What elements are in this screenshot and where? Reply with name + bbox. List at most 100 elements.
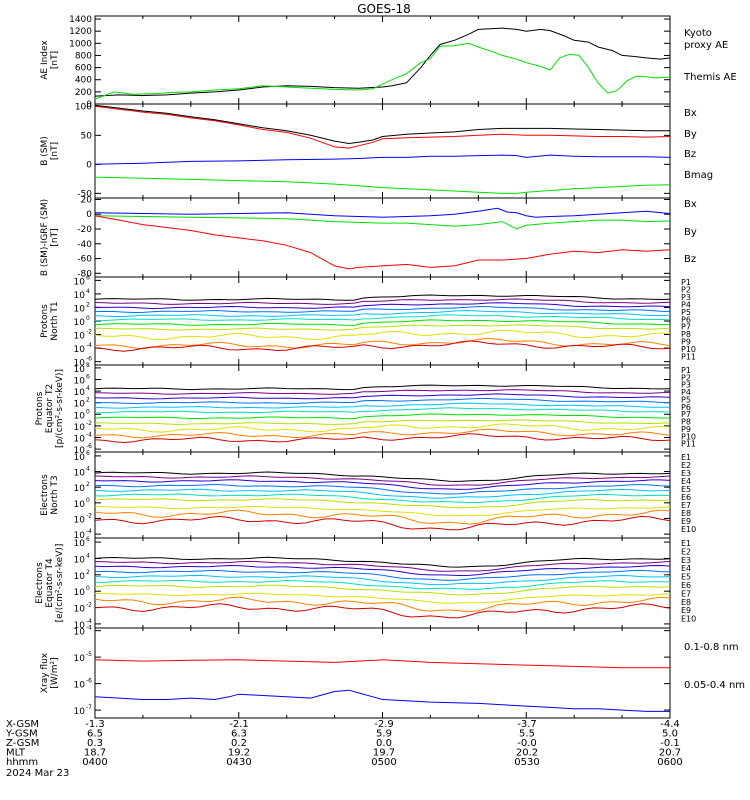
ephemeris-value: 6.5: [87, 729, 103, 740]
ephemeris-value: 19.2: [228, 748, 250, 759]
y-tick-label: -40: [77, 240, 92, 250]
series-e9: [94, 509, 671, 525]
y-tick-label: 0: [86, 210, 92, 220]
ephemeris-value: 0500: [371, 757, 396, 768]
ephemeris-value: 0530: [514, 757, 539, 768]
ephemeris-label: MLT: [6, 748, 26, 759]
legend-e3: E3: [681, 469, 691, 478]
series-e3: [94, 564, 671, 577]
series-p11: [94, 340, 671, 352]
y-tick-label: 10: [74, 707, 86, 717]
series-e7: [94, 498, 671, 509]
series-0-1-0-8-nm: [94, 659, 670, 669]
legend-bx: Bx: [684, 108, 697, 119]
legend-p7: P7: [681, 323, 691, 332]
legend-e4: E4: [681, 564, 691, 573]
series-e8: [95, 505, 671, 517]
series-e5: [94, 574, 671, 586]
legend-e10: E10: [681, 525, 696, 534]
ephemeris-value: -2.1: [229, 719, 249, 730]
series-p8: [94, 324, 671, 331]
legend-e10: E10: [681, 615, 696, 624]
y-tick-label: 10: [74, 446, 86, 456]
ephemeris-label: Z-GSM: [6, 738, 39, 749]
y-tick-exponent: 2: [86, 397, 90, 404]
y-tick-exponent: 0: [86, 497, 90, 504]
ephemeris-label: hhmm: [6, 757, 38, 768]
y-tick-exponent: -2: [86, 512, 92, 519]
series-p4: [94, 398, 671, 405]
series-kyoto-proxy-ae: [94, 42, 671, 100]
y-tick-exponent: -7: [86, 704, 92, 711]
y-axis-label: [nT]: [50, 142, 60, 160]
legend-p5: P5: [681, 395, 691, 404]
legend-e7: E7: [681, 501, 691, 510]
y-axis-label: [W/m²]: [50, 657, 60, 688]
series-by: [94, 176, 671, 194]
ephemeris-label: X-GSM: [6, 719, 39, 730]
y-tick-exponent: 2: [86, 481, 90, 488]
y-axis-label: AE Index: [40, 40, 50, 80]
y-tick-label: 10: [74, 628, 86, 638]
legend-p6: P6: [681, 403, 691, 412]
legend-p2: P2: [681, 285, 691, 294]
legend-p11: P11: [681, 440, 696, 449]
legend-themis-ae: Themis AE: [683, 72, 737, 83]
y-tick-label: 10: [74, 318, 86, 328]
y-axis-label: Protons: [35, 391, 45, 425]
ephemeris-value: -0.1: [660, 738, 680, 749]
y-tick-label: 50: [81, 131, 93, 141]
ephemeris-value: -3.7: [517, 719, 537, 730]
y-tick-label: 10: [74, 304, 86, 314]
legend-e1: E1: [681, 453, 691, 462]
legend-p8: P8: [681, 418, 691, 427]
series-e3: [94, 479, 671, 490]
y-tick-exponent: -2: [86, 602, 92, 609]
series-e1: [94, 471, 671, 482]
legend-p2: P2: [681, 373, 691, 382]
y-tick-label: -60: [77, 255, 92, 265]
ephemeris-value: 0600: [657, 757, 682, 768]
ephemeris-value: 5.9: [376, 729, 392, 740]
panel-frame: [94, 103, 671, 199]
legend-bz: Bz: [684, 254, 696, 265]
legend-e9: E9: [681, 606, 691, 615]
series-e4: [94, 484, 671, 495]
legend-e8: E8: [681, 598, 691, 607]
series-e8: [95, 592, 671, 604]
ephemeris-value: 0400: [82, 757, 107, 768]
series-p11: [94, 433, 671, 444]
ephemeris-value: -4.4: [660, 719, 680, 730]
series-p3: [94, 302, 671, 310]
y-axis-label: Electrons: [40, 474, 50, 516]
series-e7: [94, 584, 671, 596]
series-e9: [94, 596, 671, 613]
y-tick-label: 10: [74, 500, 86, 510]
y-tick-label: 10: [74, 555, 86, 565]
y-tick-exponent: 4: [86, 466, 90, 473]
series-p5: [94, 310, 671, 317]
series-e2: [94, 560, 671, 572]
series-p2: [94, 389, 671, 395]
y-tick-label: 0: [86, 100, 92, 110]
date-label: 2024 Mar 23: [6, 768, 69, 779]
legend-e2: E2: [681, 547, 691, 556]
y-tick-label: 10: [74, 277, 86, 287]
legend-by: By: [684, 227, 697, 238]
legend-e8: E8: [681, 509, 691, 518]
y-tick-label: 10: [74, 654, 86, 664]
series-p4: [94, 306, 671, 314]
y-tick-label: 10: [74, 359, 86, 369]
y-tick-label: 10: [74, 345, 86, 355]
series-p9: [94, 329, 671, 341]
series-p1: [94, 384, 671, 391]
y-tick-exponent: -6: [86, 678, 92, 685]
ephemeris-value: 20.7: [659, 748, 681, 759]
legend-by: By: [684, 129, 697, 140]
y-tick-label: 10: [74, 531, 86, 541]
y-axis-label: [nT]: [50, 51, 60, 69]
